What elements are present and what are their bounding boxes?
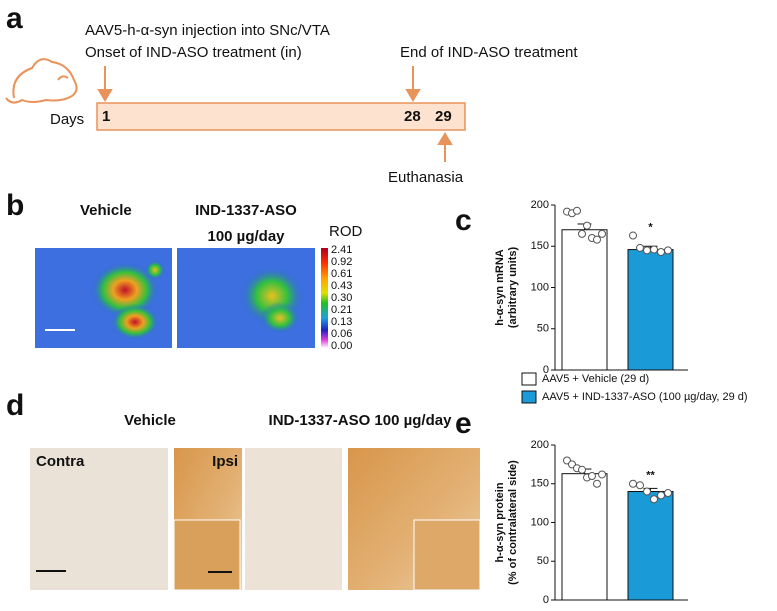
condition-label: Vehicle [124, 412, 176, 429]
autoradiograph-signal [91, 262, 159, 318]
autoradiograph-signal [111, 304, 159, 340]
data-point [598, 229, 606, 238]
colorbar-label: 0.43 [331, 280, 352, 292]
day-label: 1 [102, 108, 110, 125]
y-axis-label: h-α-syn protein [494, 482, 506, 562]
bar [627, 249, 674, 371]
colorbar [321, 248, 328, 348]
significance: * [648, 221, 653, 233]
micrograph [245, 448, 342, 590]
timeline-text: End of IND-ASO treatment [400, 44, 578, 61]
side-label: Contra [36, 453, 85, 470]
colorbar-label: 0.13 [331, 316, 352, 328]
y-tick-label: 200 [531, 199, 549, 211]
colorbar-label: 0.00 [331, 340, 352, 352]
bar [561, 229, 608, 371]
colorbar-label: 0.06 [331, 328, 352, 340]
y-tick-label: 50 [537, 555, 549, 567]
autoradiograph-signal [145, 260, 165, 280]
condition-label: Vehicle [80, 202, 132, 219]
data-point [578, 229, 586, 238]
y-tick-label: 150 [531, 478, 549, 490]
panel-label: b [6, 189, 24, 222]
legend-label: AAV5 + IND-1337-ASO (100 µg/day, 29 d) [542, 391, 748, 403]
arrows [97, 66, 453, 162]
colorbar-label: 2.41 [331, 244, 352, 256]
data-point [573, 206, 581, 215]
timeline-text: Euthanasia [388, 169, 464, 186]
bar [561, 473, 608, 601]
data-point [629, 479, 637, 488]
day-label: 28 [404, 108, 421, 125]
data-point [588, 472, 596, 480]
data-point [636, 243, 644, 252]
legend-label: AAV5 + Vehicle (29 d) [542, 373, 649, 385]
data-point [664, 246, 672, 255]
condition-label: IND-1337-ASO 100 µg/day [269, 412, 453, 429]
y-tick-label: 0 [543, 364, 549, 376]
axis-label: Days [50, 111, 84, 128]
data-point [578, 465, 586, 474]
legend-swatch [521, 372, 537, 386]
colorbar-label: 0.92 [331, 256, 352, 268]
micrograph [30, 448, 168, 590]
colorbar-label: 0.30 [331, 292, 352, 304]
timeline-bar [96, 102, 466, 131]
y-tick-label: 100 [531, 516, 549, 528]
condition-label: 100 µg/day [207, 228, 285, 245]
data-point [583, 221, 591, 230]
y-axis-label: (% of contralateral side) [507, 460, 519, 585]
data-point [650, 495, 658, 504]
side-label: Ipsi [212, 453, 238, 470]
data-point [636, 481, 644, 490]
micrograph-inset [173, 519, 241, 591]
data-point [598, 470, 606, 479]
data-point [643, 487, 651, 496]
condition-label: IND-1337-ASO [195, 202, 297, 219]
y-tick-label: 50 [537, 323, 549, 335]
significance: ** [646, 470, 655, 482]
colorbar-title: ROD [329, 223, 363, 240]
mouse-icon [5, 58, 78, 104]
day-label: 29 [435, 108, 452, 125]
panel-label: c [455, 204, 472, 237]
colorbar-label: 0.61 [331, 268, 352, 280]
panel-label: d [6, 389, 24, 422]
legend-swatch [521, 390, 537, 404]
timeline-text: AAV5-h-α-syn injection into SNc/VTA [85, 22, 330, 39]
data-point [650, 245, 658, 254]
timeline-text: Onset of IND-ASO treatment (in) [85, 44, 302, 61]
micrograph-inset [413, 519, 481, 591]
panel-label: a [6, 2, 23, 35]
y-axis-label: (arbitrary units) [507, 247, 519, 329]
data-point [657, 491, 665, 500]
y-tick-label: 200 [531, 439, 549, 451]
data-point [593, 479, 601, 488]
panel-label: e [455, 407, 472, 440]
data-point [629, 231, 637, 240]
data-point [593, 235, 601, 244]
y-tick-label: 100 [531, 281, 549, 293]
bar [627, 491, 674, 601]
autoradiograph-signal [260, 302, 300, 334]
data-point [643, 246, 651, 255]
y-tick-label: 150 [531, 240, 549, 252]
y-tick-label: 0 [543, 594, 549, 606]
data-point [664, 489, 672, 498]
data-point [657, 248, 665, 257]
y-axis-label: h-α-syn mRNA [494, 249, 506, 325]
colorbar-label: 0.21 [331, 304, 352, 316]
